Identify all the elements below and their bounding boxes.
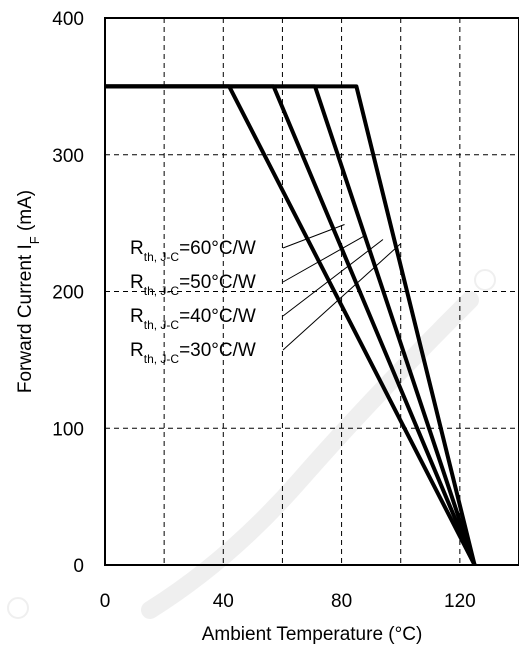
series-lines bbox=[105, 84, 477, 566]
y-tick-label-200: 200 bbox=[52, 283, 84, 304]
plot-border bbox=[104, 17, 519, 566]
annotation-label-3: Rth, J-C=40°C/W bbox=[130, 306, 256, 332]
plot-frame bbox=[104, 17, 519, 566]
annotation-label-1: Rth, J-C=60°C/W bbox=[130, 238, 256, 264]
annotation-leader-2 bbox=[282, 234, 366, 283]
y-tick-label-100: 100 bbox=[52, 419, 84, 440]
x-tick-labels: 0 40 80 120 bbox=[100, 591, 476, 612]
y-tick-label-400: 400 bbox=[52, 9, 84, 30]
y-tick-label-0: 0 bbox=[73, 556, 84, 577]
annotation-leader-4 bbox=[282, 243, 402, 351]
y-tick-labels: 0 100 200 300 400 bbox=[52, 9, 84, 577]
x-tick-label-0: 0 bbox=[100, 591, 111, 612]
series-line-4 bbox=[105, 84, 477, 566]
annotations: Rth, J-C=60°C/W Rth, J-C=50°C/W Rth, J-C=4… bbox=[130, 224, 402, 366]
x-tick-label-120: 120 bbox=[444, 591, 476, 612]
annotation-label-4: Rth, J-C=30°C/W bbox=[130, 340, 256, 366]
annotation-leader-3 bbox=[282, 239, 384, 317]
y-tick-label-300: 300 bbox=[52, 146, 84, 167]
preliminary-watermark bbox=[7, 269, 496, 619]
x-tick-label-40: 40 bbox=[213, 591, 234, 612]
y-axis-label: Forward Current IF (mA) bbox=[15, 190, 42, 393]
x-axis-label: Ambient Temperature (°C) bbox=[202, 624, 423, 645]
annotation-leader-1 bbox=[282, 224, 345, 249]
x-tick-label-80: 80 bbox=[331, 591, 352, 612]
annotation-label-2: Rth, J-C=50°C/W bbox=[130, 272, 256, 298]
